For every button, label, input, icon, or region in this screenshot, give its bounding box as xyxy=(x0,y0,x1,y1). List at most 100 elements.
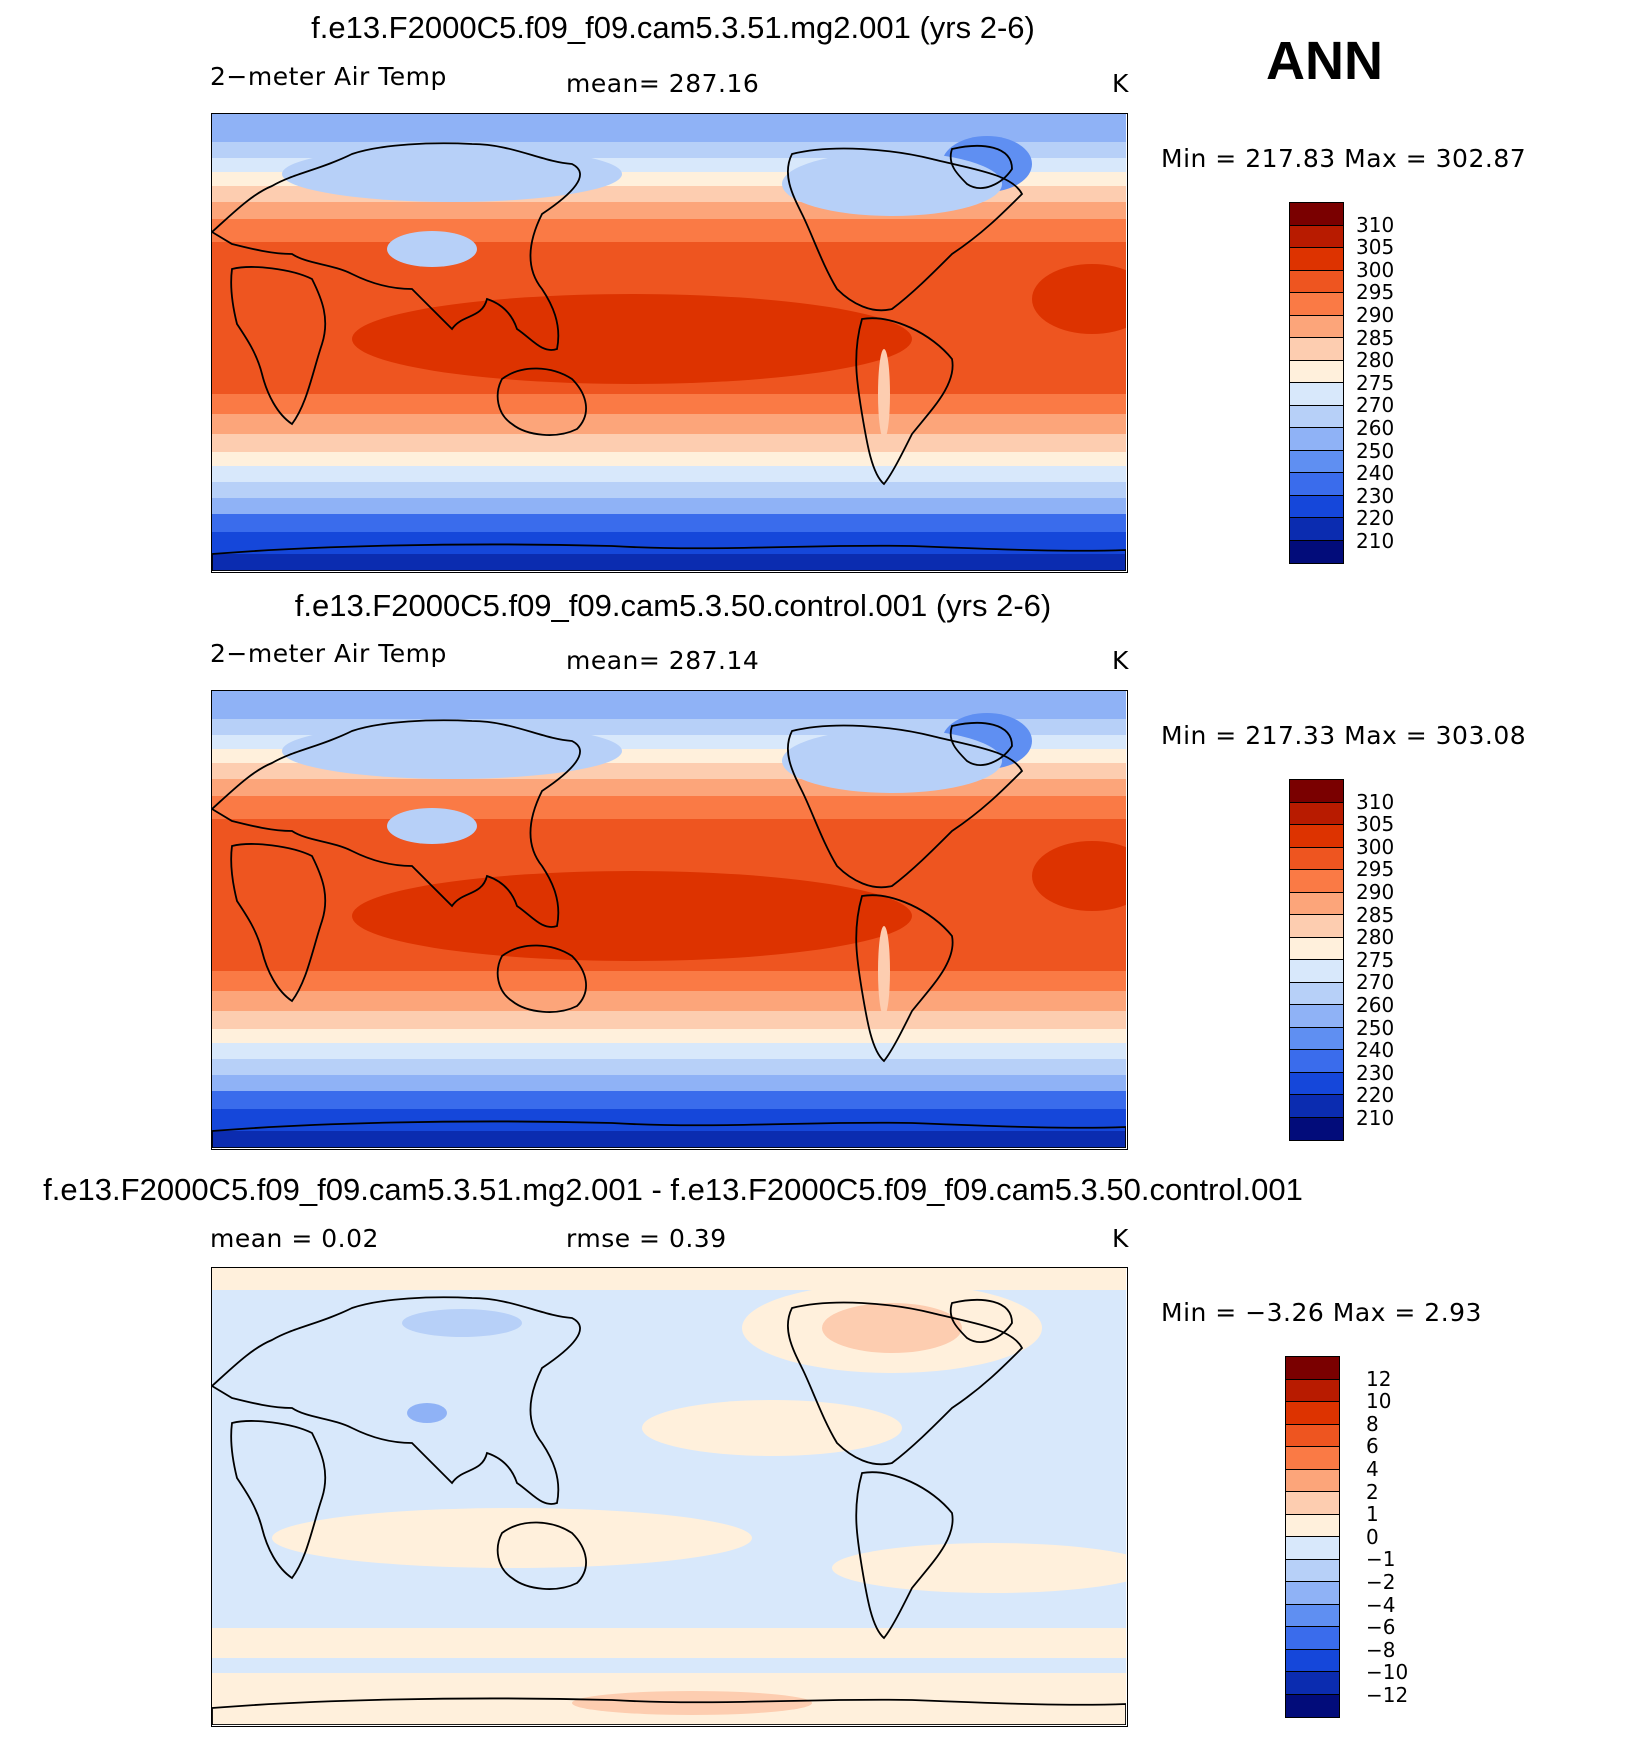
colorbar-tick-label: 230 xyxy=(1356,483,1395,508)
colorbar-swatch xyxy=(1290,540,1343,563)
colorbar-swatch xyxy=(1290,937,1343,960)
colorbar-tick-label: 240 xyxy=(1356,1038,1395,1063)
colorbar-swatch xyxy=(1290,1050,1343,1073)
colorbar-swatch xyxy=(1290,473,1343,496)
colorbar-swatch xyxy=(1286,1537,1339,1560)
colorbar-swatch xyxy=(1286,1447,1339,1470)
colorbar-swatch xyxy=(1290,495,1343,518)
colorbar-tick-label: 10 xyxy=(1366,1389,1392,1414)
colorbar-tick-label: −2 xyxy=(1366,1570,1396,1594)
colorbar-tick-label: 285 xyxy=(1356,902,1395,927)
colorbar-tick-label: 285 xyxy=(1356,325,1395,350)
colorbar-swatch xyxy=(1290,1027,1343,1050)
colorbar-swatch xyxy=(1290,825,1343,848)
colorbar-tick-label: 305 xyxy=(1356,235,1395,260)
panel-1-title: f.e13.F2000C5.f09_f09.cam5.3.51.mg2.001 … xyxy=(311,10,1035,45)
panel-3-rmse: rmse = 0.39 xyxy=(566,1224,727,1253)
panel-1-minmax: Min = 217.83 Max = 302.87 xyxy=(1161,144,1527,173)
colorbar-swatch xyxy=(1286,1672,1339,1695)
colorbar-tick-label: 4 xyxy=(1366,1457,1379,1481)
colorbar-swatch xyxy=(1290,428,1343,451)
colorbar-tick-label: 210 xyxy=(1356,1106,1395,1130)
colorbar-swatch xyxy=(1286,1627,1339,1650)
colorbar-swatch xyxy=(1290,270,1343,293)
panel-2-colorbar xyxy=(1289,779,1344,1141)
colorbar-tick-label: 210 xyxy=(1356,529,1395,553)
colorbar-swatch xyxy=(1290,225,1343,248)
colorbar-swatch xyxy=(1290,1005,1343,1028)
colorbar-tick-label: 270 xyxy=(1356,393,1395,418)
panel-1-mean: mean= 287.16 xyxy=(566,69,760,98)
colorbar-swatch xyxy=(1290,915,1343,938)
colorbar-tick-label: 275 xyxy=(1356,370,1395,395)
colorbar-tick-label: 260 xyxy=(1356,993,1395,1017)
colorbar-tick-label: 250 xyxy=(1356,438,1395,463)
colorbar-tick-label: 220 xyxy=(1356,506,1395,531)
colorbar-swatch xyxy=(1286,1424,1339,1447)
panel-2-title: f.e13.F2000C5.f09_f09.cam5.3.50.control.… xyxy=(294,588,1052,623)
colorbar-swatch xyxy=(1290,293,1343,316)
colorbar-swatch xyxy=(1290,248,1343,271)
panel-1-variable: 2−meter Air Temp xyxy=(210,62,447,91)
colorbar-swatch xyxy=(1286,1582,1339,1605)
colorbar-swatch xyxy=(1286,1604,1339,1627)
colorbar-tick-label: 300 xyxy=(1356,257,1395,282)
colorbar-swatch xyxy=(1290,203,1343,226)
colorbar-tick-label: 6 xyxy=(1366,1434,1379,1459)
colorbar-swatch xyxy=(1290,1117,1343,1140)
panel-3-mean: mean = 0.02 xyxy=(210,1224,379,1253)
colorbar-swatch xyxy=(1286,1402,1339,1425)
panel-1-colorbar xyxy=(1289,202,1344,564)
colorbar-swatch xyxy=(1290,405,1343,428)
colorbar-tick-label: 1 xyxy=(1366,1502,1379,1527)
panel-2-minmax: Min = 217.33 Max = 303.08 xyxy=(1161,721,1527,750)
colorbar-tick-label: 270 xyxy=(1356,970,1395,995)
season-label: ANN xyxy=(1266,31,1383,91)
panel-3-minmax: Min = −3.26 Max = 2.93 xyxy=(1161,1298,1482,1327)
panel-3-title: f.e13.F2000C5.f09_f09.cam5.3.51.mg2.001 … xyxy=(43,1172,1303,1207)
colorbar-swatch xyxy=(1290,450,1343,473)
colorbar-tick-label: −6 xyxy=(1366,1615,1396,1640)
colorbar-swatch xyxy=(1290,518,1343,541)
colorbar-tick-label: 260 xyxy=(1356,416,1395,440)
panel-2-mean: mean= 287.14 xyxy=(566,646,760,675)
colorbar-swatch xyxy=(1290,870,1343,893)
panel-2-map xyxy=(211,690,1128,1150)
colorbar-tick-label: 275 xyxy=(1356,947,1395,972)
panel-3-map xyxy=(211,1267,1128,1727)
colorbar-swatch xyxy=(1290,315,1343,338)
colorbar-swatch xyxy=(1286,1357,1339,1380)
colorbar-tick-label: −12 xyxy=(1366,1683,1409,1707)
colorbar-tick-label: 290 xyxy=(1356,880,1395,904)
colorbar-swatch xyxy=(1286,1492,1339,1515)
colorbar-tick-label: 280 xyxy=(1356,925,1395,950)
colorbar-tick-label: 310 xyxy=(1356,212,1395,237)
colorbar-tick-label: −10 xyxy=(1366,1660,1409,1685)
colorbar-swatch xyxy=(1286,1694,1339,1717)
colorbar-swatch xyxy=(1290,1095,1343,1118)
colorbar-swatch xyxy=(1290,338,1343,361)
colorbar-tick-label: −4 xyxy=(1366,1592,1396,1617)
panel-1-map xyxy=(211,113,1128,573)
colorbar-tick-label: 0 xyxy=(1366,1524,1379,1549)
colorbar-tick-label: 2 xyxy=(1366,1479,1379,1504)
colorbar-swatch xyxy=(1286,1379,1339,1402)
colorbar-tick-label: 220 xyxy=(1356,1083,1395,1108)
colorbar-swatch xyxy=(1286,1559,1339,1582)
colorbar-tick-label: 310 xyxy=(1356,789,1395,814)
colorbar-swatch xyxy=(1286,1514,1339,1537)
panel-3-colorbar xyxy=(1285,1356,1340,1718)
colorbar-swatch xyxy=(1290,780,1343,803)
colorbar-tick-label: 290 xyxy=(1356,303,1395,327)
colorbar-tick-label: 240 xyxy=(1356,461,1395,486)
colorbar-tick-label: 12 xyxy=(1366,1366,1392,1391)
colorbar-tick-label: 230 xyxy=(1356,1060,1395,1085)
colorbar-tick-label: 295 xyxy=(1356,857,1395,882)
colorbar-swatch xyxy=(1290,360,1343,383)
colorbar-tick-label: 250 xyxy=(1356,1015,1395,1040)
colorbar-swatch xyxy=(1286,1469,1339,1492)
colorbar-tick-label: 280 xyxy=(1356,348,1395,373)
colorbar-swatch xyxy=(1290,847,1343,870)
panel-1-units: K xyxy=(1112,69,1129,98)
colorbar-tick-label: −1 xyxy=(1366,1547,1396,1572)
